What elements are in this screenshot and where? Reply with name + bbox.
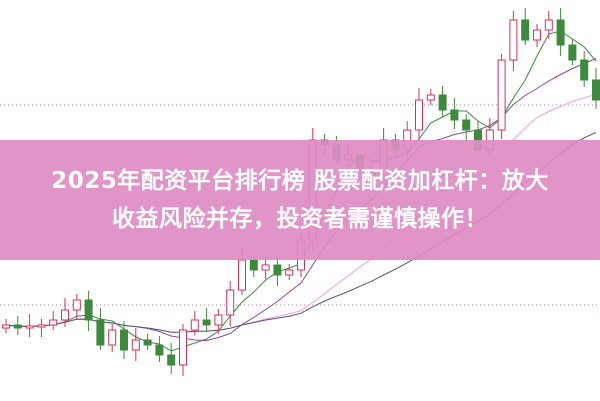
candle-body: [261, 264, 270, 271]
candle-body: [580, 59, 589, 81]
candle-body: [226, 289, 235, 316]
candle-body: [13, 324, 22, 329]
candle-body: [108, 329, 117, 346]
candle: [25, 314, 34, 337]
candle: [155, 336, 164, 362]
candle-body: [131, 339, 140, 351]
candle: [37, 319, 46, 337]
candle-body: [450, 109, 459, 121]
candle: [415, 88, 423, 141]
candle-body: [179, 329, 187, 366]
candle-body: [49, 319, 58, 326]
candle-body: [72, 299, 81, 311]
candle-body: [556, 19, 565, 46]
candle: [462, 114, 471, 141]
candle: [285, 264, 294, 280]
candle: [49, 311, 58, 330]
candle: [190, 311, 199, 335]
candle: [521, 8, 530, 45]
candle: [497, 54, 506, 139]
candle-body: [592, 79, 600, 101]
candle: [96, 308, 105, 350]
candle-body: [249, 259, 258, 271]
candle: [72, 294, 81, 319]
candle: [214, 309, 223, 334]
candle-body: [202, 319, 211, 326]
candle: [568, 39, 577, 65]
candle-body: [96, 319, 105, 346]
candle-body: [2, 324, 10, 329]
candle: [108, 324, 117, 352]
candle-body: [438, 94, 447, 111]
candle-body: [190, 319, 199, 331]
candle-body: [120, 329, 128, 351]
candle-body: [238, 259, 246, 291]
candle-body: [568, 44, 577, 61]
candle: [580, 51, 589, 87]
headline-line-2: 收益风险并存，投资者需谨慎操作！: [112, 206, 488, 232]
candle: [544, 11, 553, 39]
candle: [143, 334, 152, 350]
candle: [61, 298, 69, 327]
candle: [450, 98, 459, 129]
candle-body: [462, 119, 471, 131]
candle: [120, 321, 128, 359]
candle-body: [285, 269, 294, 276]
candle: [202, 308, 211, 332]
candle: [556, 8, 565, 56]
candle-body: [533, 29, 541, 41]
candle-body: [497, 59, 506, 131]
candle: [84, 291, 93, 331]
candle-body: [61, 309, 69, 321]
candle: [509, 11, 518, 71]
candle-body: [544, 19, 553, 31]
candle-body: [155, 344, 164, 356]
candle-body: [143, 339, 152, 346]
candle: [179, 324, 187, 376]
candle-body: [521, 19, 530, 41]
candle: [167, 343, 176, 374]
candle-body: [509, 19, 518, 61]
candle-body: [214, 314, 223, 326]
candle: [438, 86, 447, 117]
candle-body: [415, 99, 423, 131]
candle: [2, 319, 10, 333]
candle: [13, 316, 22, 335]
candle-body: [167, 354, 176, 366]
headline-line-1: 2025年配资平台排行榜 股票配资加杠杆：放大: [51, 168, 549, 194]
candle-body: [426, 94, 435, 101]
candle: [592, 68, 600, 109]
candle-body: [37, 324, 46, 328]
candle: [426, 89, 435, 105]
candle: [131, 328, 140, 361]
headline-banner: 2025年配资平台排行榜 股票配资加杠杆：放大 收益风险并存，投资者需谨慎操作！: [0, 140, 600, 260]
candle-body: [84, 299, 93, 321]
candle-body: [25, 325, 34, 329]
candle: [533, 24, 541, 47]
candle: [226, 281, 235, 326]
candle-body: [273, 264, 282, 276]
